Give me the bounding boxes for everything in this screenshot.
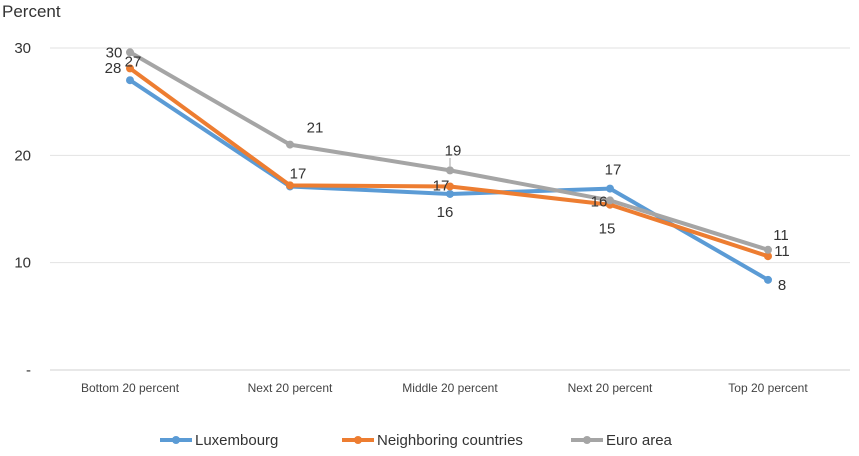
series-lines — [126, 48, 772, 284]
data-label: 8 — [778, 277, 786, 294]
legend-item: Luxembourg — [160, 432, 278, 449]
data-label: 15 — [599, 221, 616, 238]
data-point — [446, 189, 454, 198]
x-tick-label: Bottom 20 percent — [81, 381, 180, 395]
legend-label: Euro area — [606, 432, 673, 449]
data-point — [764, 252, 772, 261]
legend-marker — [172, 436, 180, 444]
data-point — [764, 275, 772, 284]
legend: Luxembourg Neighboring countries Euro area — [160, 432, 673, 449]
x-tick-label: Middle 20 percent — [402, 381, 498, 395]
y-tick-labels: - 10 20 30 — [14, 40, 31, 379]
legend-label: Neighboring countries — [377, 432, 523, 449]
data-label: 16 — [437, 204, 454, 221]
data-label: 30 — [106, 44, 123, 61]
legend-item: Neighboring countries — [342, 432, 523, 449]
data-label: 17 — [605, 162, 622, 179]
data-label: 28 — [105, 60, 122, 77]
legend-label: Luxembourg — [195, 432, 278, 449]
data-label: 27 — [125, 53, 142, 70]
x-tick-labels: Bottom 20 percent Next 20 percent Middle 2… — [81, 381, 808, 395]
y-tick-label: 30 — [14, 40, 31, 57]
data-point — [126, 64, 134, 73]
data-point — [606, 184, 614, 193]
y-axis-unit-label: Percent — [2, 2, 61, 21]
x-tick-label: Next 20 percent — [568, 381, 653, 395]
data-label: 17 — [290, 165, 307, 182]
data-point — [446, 166, 454, 175]
data-point — [446, 182, 454, 191]
x-tick-label: Next 20 percent — [248, 381, 333, 395]
data-point — [764, 245, 772, 254]
data-label: 21 — [307, 120, 324, 137]
data-label: 17 — [433, 177, 450, 194]
series-line — [128, 66, 770, 259]
data-point — [286, 140, 294, 149]
data-point — [126, 48, 134, 57]
legend-item: Euro area — [571, 432, 673, 449]
legend-marker — [354, 436, 362, 444]
data-point — [126, 76, 134, 85]
gridlines — [50, 47, 850, 371]
data-label: 11 — [773, 227, 789, 244]
legend-marker — [583, 436, 591, 444]
y-tick-label: 10 — [14, 255, 31, 272]
data-label: 16 — [591, 193, 608, 210]
data-label: 11 — [774, 243, 790, 260]
data-point — [606, 196, 614, 205]
x-tick-label: Top 20 percent — [728, 381, 808, 395]
data-label: 19 — [445, 142, 462, 159]
data-point — [286, 181, 294, 190]
data-labels: 28 17 16 17 8 27 17 15 11 30 21 19 16 11 — [105, 44, 790, 294]
y-tick-label: 20 — [14, 147, 31, 164]
y-tick-label: - — [26, 362, 31, 379]
